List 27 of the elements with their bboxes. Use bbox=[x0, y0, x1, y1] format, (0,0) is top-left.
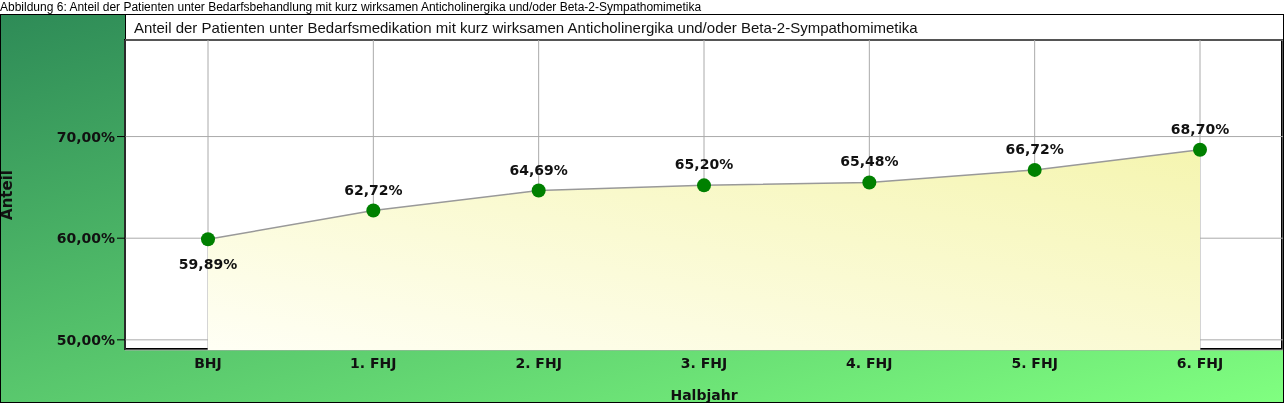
data-label: 68,70% bbox=[1170, 120, 1230, 137]
y-tick-label: 70,00% bbox=[56, 128, 115, 145]
x-tick-label: 2. FHJ bbox=[515, 354, 562, 371]
data-label: 66,72% bbox=[1005, 140, 1064, 157]
x-tick-label: BHJ bbox=[194, 354, 222, 371]
point bbox=[1027, 162, 1042, 177]
x-tick-label: 4. FHJ bbox=[846, 354, 893, 371]
data-label: 59,89% bbox=[178, 256, 238, 273]
x-tick-label: 5. FHJ bbox=[1011, 354, 1058, 371]
point bbox=[201, 232, 215, 247]
x-tick-label: 3. FHJ bbox=[680, 354, 728, 371]
data-label: 65,48% bbox=[840, 153, 899, 170]
text: Abbildung 6: Anteil der Patienten unter Bedarfsbehandlung mit kurz wirksamen Anticholinergika und/oder Beta-2-Sympathomimetika bbox=[0, 0, 703, 14]
point bbox=[366, 203, 381, 218]
y-tick-label: 60,00% bbox=[56, 230, 115, 247]
point bbox=[1193, 142, 1207, 157]
point bbox=[531, 183, 546, 198]
data-label: 62,72% bbox=[344, 181, 403, 198]
y-tick-label: 50,00% bbox=[56, 331, 115, 348]
point bbox=[862, 175, 877, 190]
chart-title: Anteil der Patienten unter Bedarfsmedikation mit kurz wirksamen Anticholinergika und/oder Beta-2-Sympathomimetika bbox=[125, 15, 1283, 41]
y-axis-title: Anteil bbox=[0, 170, 17, 220]
data-label: 64,69% bbox=[509, 161, 568, 178]
data-label: 65,20% bbox=[674, 156, 734, 173]
x-tick-label: 1. FHJ bbox=[350, 354, 397, 371]
point bbox=[697, 178, 711, 193]
x-tick-label: 6. FHJ bbox=[1176, 354, 1224, 371]
